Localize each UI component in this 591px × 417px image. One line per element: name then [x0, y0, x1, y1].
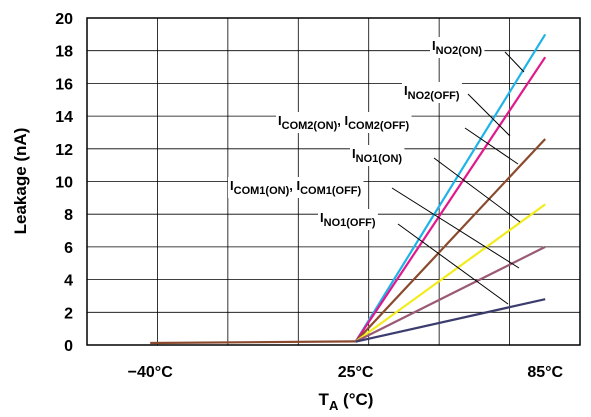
- series-annotation: INO1(OFF): [320, 210, 376, 229]
- y-tick-label: 0: [64, 338, 73, 355]
- series-annotation: INO2(OFF): [404, 83, 460, 102]
- y-tick-label: 18: [55, 44, 73, 61]
- series-line: [355, 245, 546, 343]
- y-tick-label: 2: [64, 305, 73, 322]
- y-tick-label: 4: [64, 273, 73, 290]
- series-line: [354, 33, 547, 343]
- series-line: [355, 298, 546, 343]
- series-annotation: ICOM2(ON), ICOM2(OFF): [278, 113, 410, 132]
- leader-line: [467, 93, 511, 137]
- y-tick-label: 12: [55, 142, 73, 159]
- annotation-background: [350, 145, 405, 166]
- annotation-background: [430, 37, 485, 58]
- series-line: [354, 138, 547, 343]
- leader-line: [464, 127, 519, 165]
- x-tick-label: 85°C: [527, 364, 563, 381]
- series-line: [150, 340, 356, 345]
- series-annotation: INO1(ON): [352, 146, 402, 165]
- series-line: [354, 203, 546, 343]
- annotation-background: [228, 177, 364, 198]
- y-tick-label: 10: [55, 175, 73, 192]
- leader-lines: [391, 51, 525, 305]
- y-tick-label: 8: [64, 207, 73, 224]
- leader-line: [433, 157, 521, 223]
- y-tick-label: 14: [55, 109, 73, 126]
- y-tick-label: 16: [55, 76, 73, 93]
- annotation-background: [402, 82, 462, 103]
- y-tick-label: 6: [64, 240, 73, 257]
- tick-labels: 0 2 4 6 8 10 12 14 16 18 20 −40°C 25°C 85°C: [55, 11, 563, 381]
- x-axis-label: TA (°C): [319, 390, 374, 413]
- x-tick-label: −40°C: [128, 364, 174, 381]
- x-tick-label: 25°C: [338, 364, 374, 381]
- annotations: INO2(ON) INO2(OFF) ICOM2(ON), ICOM2(OFF) IN…: [228, 37, 485, 230]
- y-tick-label: 20: [55, 11, 73, 28]
- series-layer: [150, 33, 547, 345]
- annotation-background: [318, 209, 378, 230]
- y-axis-label: Leakage (nA): [11, 128, 30, 235]
- leader-line: [504, 51, 525, 73]
- leader-line: [391, 187, 520, 269]
- series-line: [354, 56, 547, 343]
- annotation-background: [276, 112, 412, 133]
- series-annotation: ICOM1(ON), ICOM1(OFF): [230, 178, 362, 197]
- plot-frame: [86, 17, 581, 346]
- leader-line: [397, 223, 509, 305]
- series-annotation: INO2(ON): [432, 38, 482, 57]
